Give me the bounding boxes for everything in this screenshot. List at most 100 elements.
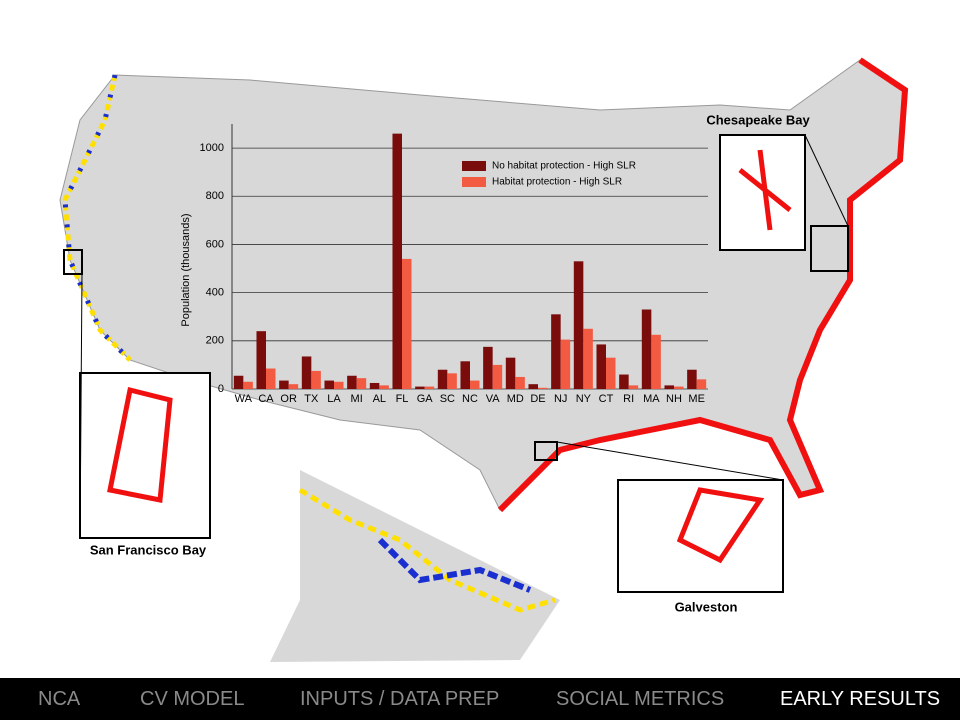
nav-item[interactable]: CV MODEL [140, 688, 245, 710]
east-coast [497, 57, 909, 513]
bar [538, 387, 548, 389]
bar [583, 328, 593, 389]
bar [402, 258, 412, 389]
y-axis-label: Population (thousands) [180, 213, 192, 326]
bar [573, 261, 584, 389]
bar [505, 357, 516, 389]
bar [301, 356, 312, 389]
bar [437, 369, 448, 389]
callout-line [804, 134, 849, 227]
bar [606, 357, 616, 389]
y-tick-label: 1000 [200, 142, 224, 154]
bar [356, 378, 367, 389]
legend-swatch [462, 177, 486, 187]
x-tick-label: CT [599, 393, 614, 405]
x-tick-label: NH [666, 393, 682, 405]
bar [369, 382, 380, 389]
bar [243, 381, 253, 389]
bar [347, 375, 357, 389]
y-tick-label: 600 [206, 238, 224, 250]
bar [687, 369, 697, 389]
map [59, 57, 909, 662]
bar [492, 364, 503, 389]
y-tick-label: 800 [206, 190, 224, 202]
x-tick-label: RI [623, 393, 634, 405]
legend-label: Habitat protection - High SLR [492, 177, 622, 188]
x-tick-label: DE [530, 393, 545, 405]
bar [641, 309, 652, 389]
y-tick-label: 200 [206, 335, 224, 347]
x-tick-label: OR [280, 393, 297, 405]
x-tick-label: TX [304, 393, 319, 405]
bar [551, 314, 561, 389]
bar [628, 385, 639, 389]
inset-label: San Francisco Bay [90, 542, 207, 557]
nav-item[interactable]: SOCIAL METRICS [556, 688, 725, 710]
inset-label: Galveston [675, 599, 738, 614]
x-tick-label: CA [258, 393, 274, 405]
bar [460, 361, 470, 389]
bar [233, 375, 244, 389]
x-tick-label: MD [507, 393, 524, 405]
bar [279, 380, 289, 389]
nav-item[interactable]: NCA [38, 688, 81, 710]
y-tick-label: 400 [206, 287, 224, 299]
y-tick-label: 0 [218, 383, 224, 395]
bar [470, 380, 480, 389]
inset-label: Chesapeake Bay [706, 112, 810, 127]
x-tick-label: SC [440, 393, 455, 405]
slide: Chesapeake Bay San Francisco Bay Galvest… [59, 57, 909, 662]
x-tick-label: LA [327, 393, 341, 405]
inset-marker [810, 225, 849, 272]
x-tick-label: GA [417, 393, 434, 405]
nav-item[interactable]: INPUTS / DATA PREP [300, 688, 500, 710]
bar [483, 346, 493, 389]
bar [596, 344, 606, 389]
bar [266, 368, 276, 389]
inset-coast [107, 149, 792, 564]
x-tick-label: NC [462, 393, 478, 405]
bar [528, 384, 538, 389]
legend-swatch [462, 161, 486, 171]
x-tick-label: WA [235, 393, 253, 405]
bar [334, 381, 344, 389]
nav-bar: NCA CV MODEL INPUTS / DATA PREP SOCIAL M… [0, 678, 960, 720]
x-tick-label: NJ [554, 393, 567, 405]
bar [324, 380, 334, 389]
legend-label: No habitat protection - High SLR [492, 161, 636, 172]
bar [651, 334, 661, 389]
x-tick-label: AL [373, 393, 386, 405]
inset-marker [534, 441, 558, 461]
inset-marker [63, 249, 83, 275]
bar [560, 339, 571, 389]
alaska-coast [298, 487, 556, 613]
bar [447, 373, 457, 389]
insets [63, 134, 849, 593]
alaska-coast-blue [377, 537, 532, 593]
bar [379, 385, 389, 389]
alaska [270, 470, 560, 662]
x-tick-label: MA [643, 393, 660, 405]
bar [288, 384, 299, 389]
x-tick-label: MI [351, 393, 363, 405]
bar [515, 376, 525, 389]
bar [696, 379, 707, 389]
bar [415, 386, 425, 389]
x-tick-label: VA [486, 393, 501, 405]
inset-box [79, 372, 211, 539]
nav-item[interactable]: EARLY RESULTS [780, 688, 941, 710]
bar [256, 331, 266, 389]
west-coast [62, 74, 132, 362]
x-tick-label: FL [396, 393, 409, 405]
bar [674, 386, 684, 389]
bar [424, 386, 435, 389]
x-tick-label: NY [576, 393, 592, 405]
bar [664, 385, 674, 389]
bar [311, 370, 321, 389]
x-tick-label: ME [688, 393, 705, 405]
bar [619, 374, 629, 389]
bar [392, 133, 402, 389]
callout-line [79, 273, 83, 539]
inset-box [617, 479, 784, 593]
